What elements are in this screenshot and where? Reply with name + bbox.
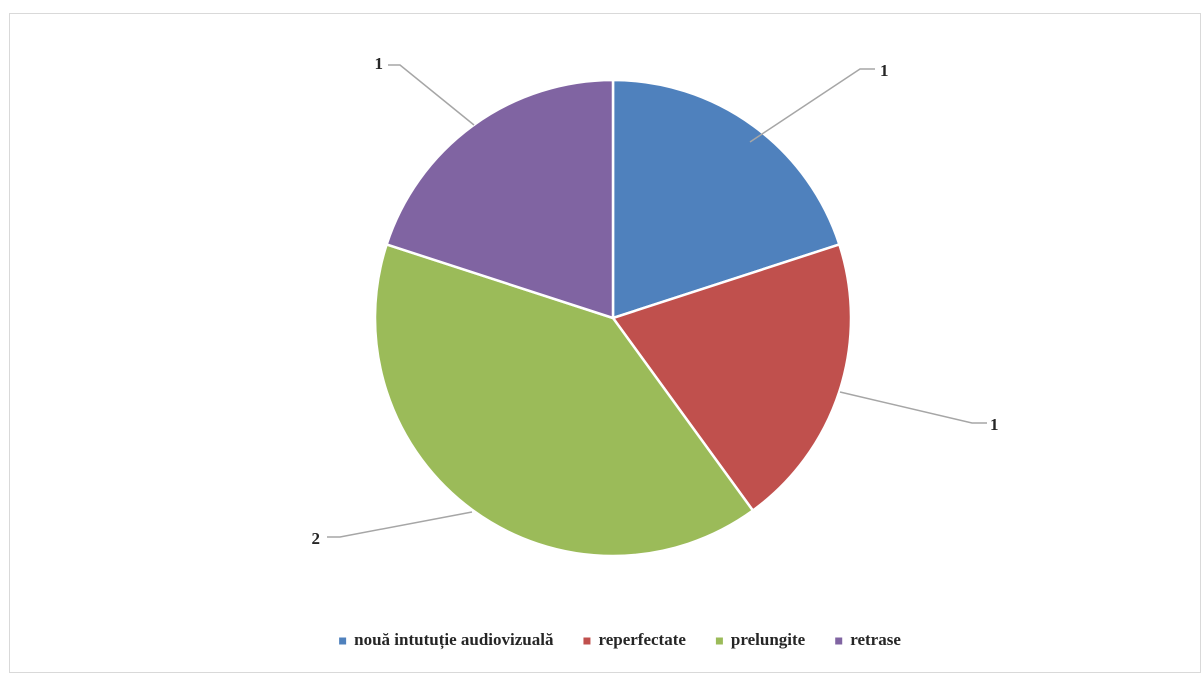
- data-label-1: 1: [880, 61, 889, 80]
- leader-line-4: [388, 64, 475, 126]
- leader-line-3: [327, 511, 473, 538]
- legend: nouă intutuție audiovizuală reperfectate p…: [339, 630, 901, 650]
- legend-swatch-2: [583, 637, 591, 645]
- pie-slice-4: [385, 78, 615, 320]
- legend-swatch-3: [715, 637, 723, 645]
- legend-label-4: retrase: [850, 630, 901, 649]
- legend-swatch-4: [835, 637, 843, 645]
- legend-label-2: reperfectate: [598, 630, 686, 649]
- legend-swatch-1: [339, 637, 347, 645]
- pie-slice-3: [373, 243, 755, 558]
- pie-slice-1: [611, 78, 841, 320]
- pie-slice-2: [611, 243, 853, 512]
- data-label-4: 1: [375, 54, 384, 73]
- data-labels: 1 1 2 1: [312, 54, 999, 548]
- data-label-3: 2: [312, 529, 321, 548]
- data-label-2: 1: [990, 415, 999, 434]
- leader-line-1: [749, 68, 875, 143]
- leader-lines: [327, 64, 987, 538]
- legend-label-3: prelungite: [731, 630, 806, 649]
- leader-line-2: [839, 391, 987, 424]
- legend-label-1: nouă intutuție audiovizuală: [354, 630, 554, 650]
- pie-slices: [373, 78, 853, 558]
